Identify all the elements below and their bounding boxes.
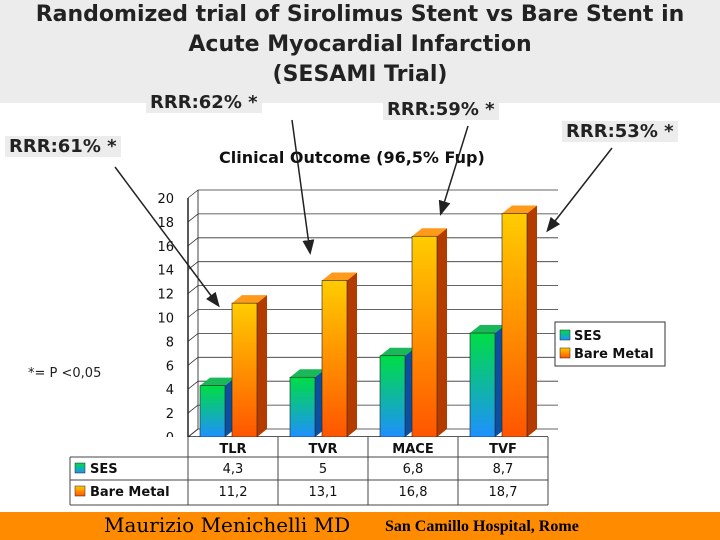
y-tick-label: 12 <box>157 288 174 303</box>
legend-swatch <box>559 347 571 359</box>
data-label: 18,7 <box>489 485 518 500</box>
gridline-diagonal <box>187 261 199 271</box>
data-label: 5 <box>319 462 327 477</box>
bar-bare-metal <box>321 272 357 438</box>
hospital-name: San Camillo Hospital, Rome <box>385 518 579 535</box>
bar-face <box>469 332 496 438</box>
bar-top <box>232 295 267 304</box>
arrow-mace <box>438 125 469 216</box>
bar-top <box>322 272 357 281</box>
title-band <box>0 0 720 103</box>
y-tick-label: 16 <box>157 240 174 255</box>
rrr-label-tvf: RRR:53% * <box>562 121 678 142</box>
bar-bare-metal <box>411 228 447 438</box>
bar-top <box>290 369 325 378</box>
y-tick-label: 18 <box>157 216 174 231</box>
x-tick-label: MACE <box>392 442 433 457</box>
table-series-label: Bare Metal <box>90 485 170 500</box>
data-table: TLR TVR MACE TVF SES 4,3 5 6,8 8,7 Bare Metal 11,2… <box>69 437 549 506</box>
bar-top <box>200 377 235 386</box>
significance-footnote: *= P <0,05 <box>28 366 102 381</box>
bar-side <box>347 272 357 437</box>
bar-top <box>412 228 447 237</box>
legend-label: Bare Metal <box>574 347 654 362</box>
bar-ses <box>199 377 235 438</box>
arrow-tlr <box>114 166 220 308</box>
slide-title-line-3: (SESAMI Trial) <box>272 62 448 87</box>
bar-face <box>199 385 226 438</box>
gridline-diagonal <box>187 380 199 390</box>
bar-face <box>379 355 406 438</box>
data-label: 4,3 <box>223 462 244 477</box>
y-tick-label: 4 <box>166 383 174 398</box>
annotation-arrows <box>114 119 613 308</box>
gridline-diagonal <box>187 189 199 199</box>
bars <box>199 205 537 438</box>
gridline-diagonal <box>187 309 199 318</box>
bar-top <box>502 205 537 214</box>
bar-side <box>257 295 267 437</box>
y-tick-label: 8 <box>166 335 174 350</box>
legend-box <box>554 321 666 367</box>
gridline-diagonal <box>187 213 199 223</box>
data-label: 16,8 <box>399 485 428 500</box>
bar-side <box>437 228 447 437</box>
slide-title-line-1: Randomized trial of Sirolimus Stent vs B… <box>35 2 685 27</box>
gridline-diagonal <box>187 333 199 342</box>
footer-bar <box>0 512 720 540</box>
rrr-label-mace: RRR:59% * <box>383 99 499 120</box>
rrr-label-tvr: RRR:62% * <box>146 92 262 113</box>
bar-ses <box>289 369 325 438</box>
bar-ses <box>379 347 415 438</box>
arrow-tvr <box>291 119 315 255</box>
x-tick-label: TVR <box>309 442 338 457</box>
legend-swatch <box>559 329 571 341</box>
y-tick-label: 20 <box>157 192 174 207</box>
bar-bare-metal <box>501 205 537 438</box>
y-tick-label: 6 <box>166 359 174 374</box>
bar-side <box>527 205 537 437</box>
data-label: 6,8 <box>403 462 424 477</box>
x-tick-label: TLR <box>219 442 246 457</box>
bar-bare-metal <box>231 295 267 438</box>
gridline-diagonal <box>187 428 199 438</box>
table-background <box>70 437 548 505</box>
bar-face <box>411 235 438 438</box>
table-swatch <box>74 485 86 497</box>
data-label: 11,2 <box>219 485 248 500</box>
arrow-tvf <box>546 147 613 233</box>
chart-title: Clinical Outcome (96,5% Fup) <box>219 148 485 167</box>
data-label: 8,7 <box>493 462 514 477</box>
presenter-name: Maurizio Menichelli MD <box>104 513 351 537</box>
legend: SES Bare Metal <box>554 321 666 367</box>
legend-label: SES <box>574 329 602 344</box>
bar-face <box>321 280 348 438</box>
gridline-diagonal <box>187 285 199 294</box>
table-series-label: SES <box>90 462 118 477</box>
y-tick-label: 2 <box>166 407 174 422</box>
y-tick-label: 14 <box>157 264 174 279</box>
x-tick-label: TVF <box>489 442 517 457</box>
bar-face <box>501 213 528 438</box>
gridline-diagonal <box>187 404 199 414</box>
table-swatch <box>74 462 86 474</box>
bar-top <box>380 347 415 356</box>
data-label: 13,1 <box>309 485 338 500</box>
bar-face <box>231 302 258 438</box>
bar-face <box>289 376 316 438</box>
bar-ses <box>469 325 505 438</box>
slide-title-line-2: Acute Myocardial Infarction <box>188 32 532 57</box>
rrr-label-tlr: RRR:61% * <box>5 136 121 157</box>
gridline-diagonal <box>187 356 199 366</box>
y-tick-label: 10 <box>157 312 174 327</box>
bar-top <box>470 325 505 334</box>
gridline-diagonal <box>187 237 199 247</box>
